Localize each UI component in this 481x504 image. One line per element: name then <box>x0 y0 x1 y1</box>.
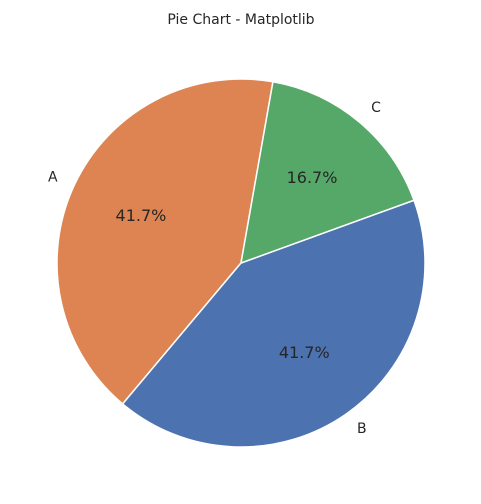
pie-slice-c <box>240 80 415 265</box>
pie-slices <box>56 78 426 448</box>
chart-title: Pie Chart - Matplotlib <box>167 12 314 28</box>
percent-label-c: 16.7% <box>287 168 338 187</box>
slice-label-a: A <box>48 169 58 185</box>
pie-slice-a <box>56 78 274 405</box>
percent-label-a: 41.7% <box>116 206 167 225</box>
pie-labels: A 41.7% B 41.7% C 16.7% <box>48 100 381 437</box>
slice-label-c: C <box>371 100 381 116</box>
percent-label-b: 41.7% <box>279 343 330 362</box>
pie-slice-b <box>121 199 426 448</box>
slice-label-b: B <box>357 421 367 437</box>
